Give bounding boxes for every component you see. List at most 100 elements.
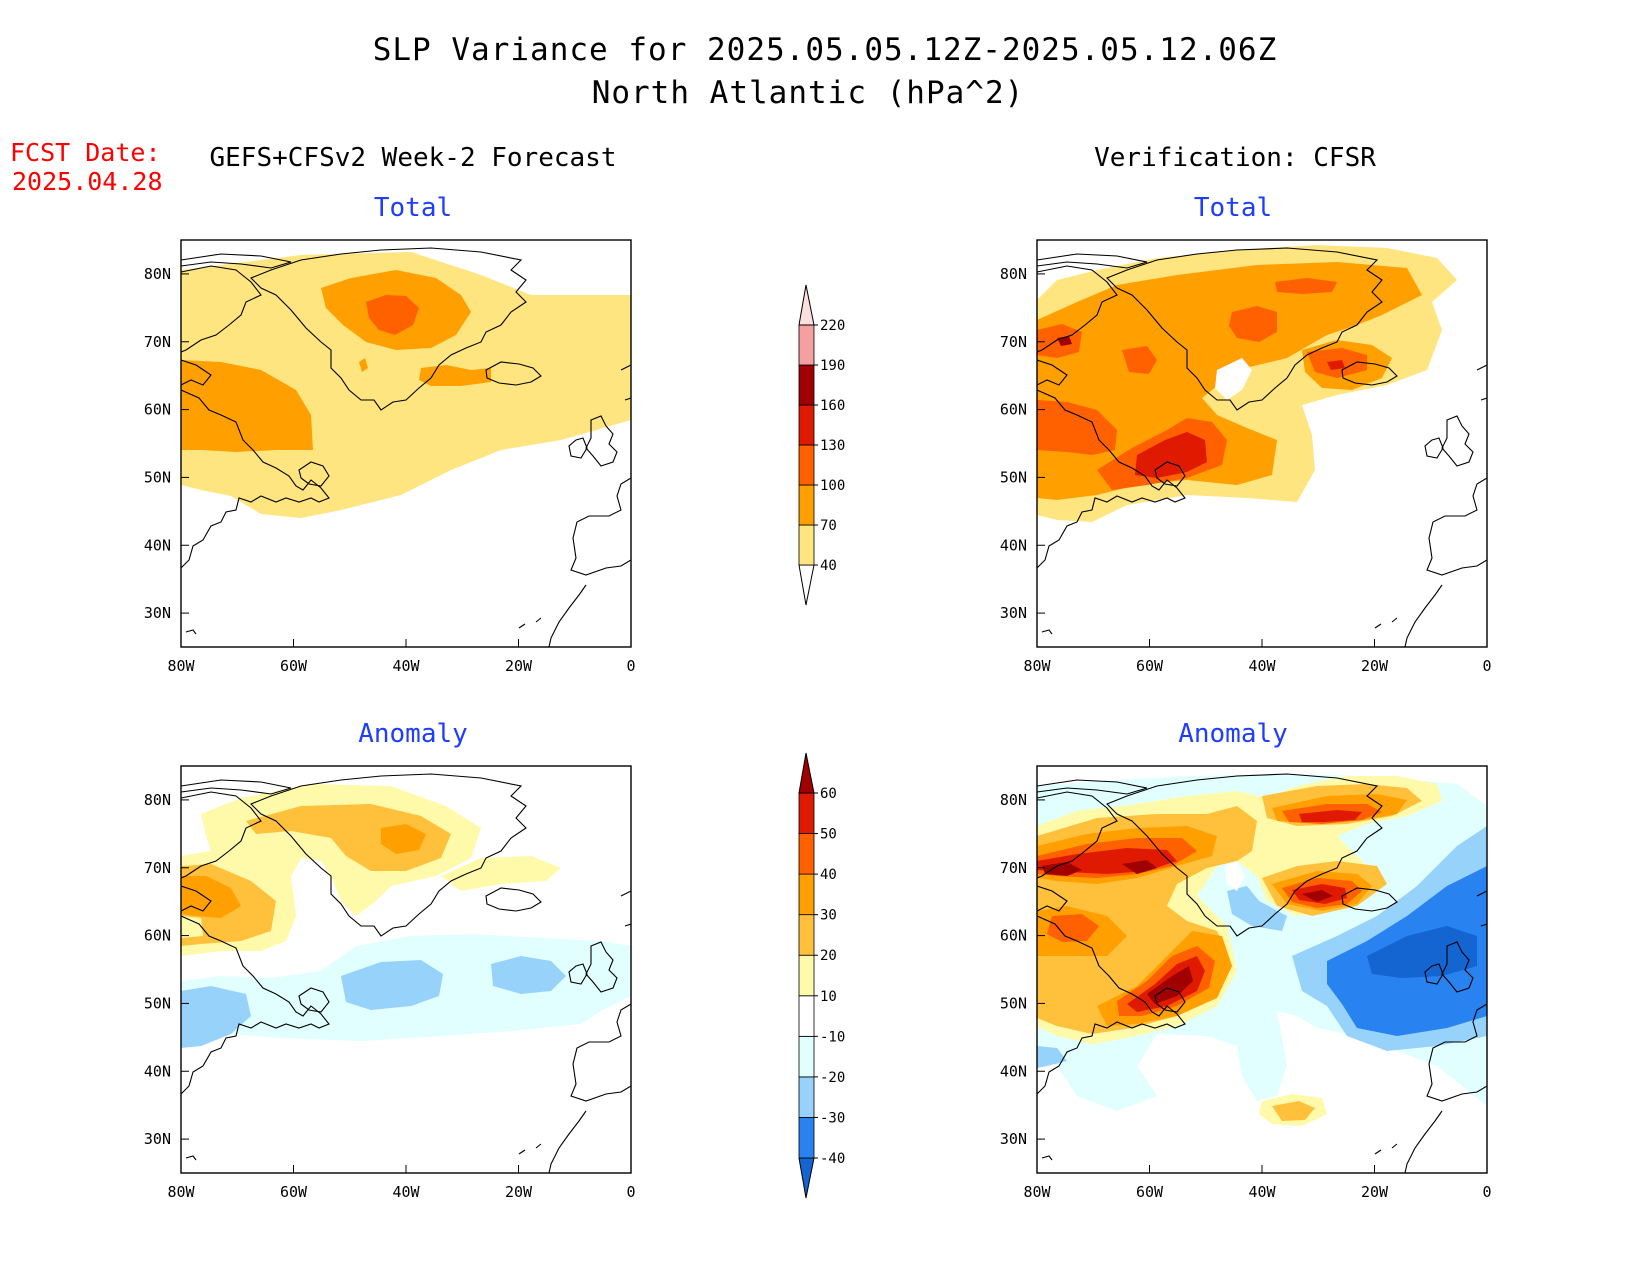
colorbar-total-swatch [798, 324, 815, 366]
lon-tick-label: 20W [505, 1183, 533, 1201]
map-panel-cfsr-anomaly [1036, 765, 1488, 1174]
colorbar-total-swatch [798, 364, 815, 406]
shade-70-100 [359, 358, 368, 372]
shade-neg-20-30 [1037, 1046, 1067, 1068]
shade-pos-60 [1042, 862, 1082, 876]
lat-tick-label: 50N [144, 468, 171, 486]
shade-neg-20-30 [1227, 886, 1287, 931]
shade-pos-10-20 [181, 916, 203, 938]
shade-100-130 [1229, 306, 1277, 342]
fcst-date-value: 2025.04.28 [12, 167, 163, 196]
shade-pos-60 [1147, 966, 1193, 1004]
lat-tick-label: 80N [1000, 265, 1027, 283]
colorbar-total-label: 160 [820, 398, 845, 414]
lat-tick-label: 80N [144, 265, 171, 283]
lat-tick-label: 30N [144, 1130, 171, 1148]
colorbar-total-label: 70 [820, 518, 837, 534]
lat-tick-label: 70N [144, 333, 171, 351]
lat-tick-label: 40N [144, 536, 171, 554]
colorbar-anomaly: -40 -30 -20 -10 10 20 30 40 50 60 [798, 752, 845, 1199]
lon-tick-label: 40W [1248, 657, 1276, 675]
colorbar-total-tail-high [798, 284, 815, 326]
shade-pos-20-30 [246, 804, 451, 871]
lat-tick-label: 60N [1000, 927, 1027, 945]
white-gap [1225, 861, 1245, 891]
colorbar-anomaly-label: -40 [820, 1151, 845, 1167]
lat-tick-label: 50N [144, 994, 171, 1012]
colorbar-anomaly-swatch [798, 1076, 815, 1118]
shade-100-130 [1037, 400, 1117, 455]
lon-tick-label: 0 [626, 1183, 635, 1201]
lat-tick-label: 50N [1000, 994, 1027, 1012]
lon-tick-label: 20W [1361, 1183, 1389, 1201]
lat-tick-label: 80N [144, 791, 171, 809]
colorbar-anomaly-swatch [798, 914, 815, 956]
lon-tick-label: 60W [1136, 1183, 1164, 1201]
lat-tick-label: 40N [1000, 1062, 1027, 1080]
colorbar-anomaly-swatch [798, 1035, 815, 1078]
panel-label-cfsr-anomaly: Anomaly [1178, 719, 1288, 749]
colorbar-total-label: 190 [820, 358, 845, 374]
colorbar-total-label: 100 [820, 478, 845, 494]
lon-tick-label: 60W [1136, 657, 1164, 675]
verification-header: Verification: CFSR [1094, 143, 1376, 173]
colorbar-anomaly-swatch [798, 995, 815, 1037]
lon-tick-label: 20W [1361, 657, 1389, 675]
panel-label-fcst-total: Total [374, 193, 452, 223]
shade-70-100 [181, 360, 313, 452]
colorbar-anomaly-label: -10 [820, 1029, 845, 1045]
map-panel-fcst-total [180, 239, 632, 648]
shade-130-160 [1135, 432, 1207, 478]
colorbar-anomaly-label: -30 [820, 1110, 845, 1126]
shade-100-130 [1122, 346, 1157, 374]
colorbar-total-tail-low [798, 564, 815, 606]
figure-subtitle: North Atlantic (hPa^2) [592, 75, 1025, 111]
colorbar-anomaly-label: 30 [820, 908, 837, 924]
colorbar-anomaly-tail-high [798, 752, 815, 794]
colorbar-anomaly-label: 10 [820, 989, 837, 1005]
colorbar-anomaly-swatch [798, 1117, 815, 1159]
map-panel-cfsr-total [1036, 239, 1488, 648]
lon-tick-label: 80W [167, 657, 195, 675]
lat-tick-label: 30N [144, 604, 171, 622]
shade-pos-60 [1302, 890, 1333, 902]
lon-tick-label: 80W [167, 1183, 195, 1201]
lon-tick-label: 0 [626, 657, 635, 675]
colorbar-anomaly-label: 50 [820, 827, 837, 843]
figure-title: SLP Variance for 2025.05.05.12Z-2025.05.… [373, 32, 1278, 68]
forecast-header: GEFS+CFSv2 Week-2 Forecast [210, 143, 617, 173]
map-panel-fcst-anomaly [180, 765, 632, 1174]
lat-tick-label: 50N [1000, 468, 1027, 486]
shade-40-70 [181, 252, 631, 518]
colorbar-total-swatch [798, 484, 815, 526]
panel-label-fcst-anomaly: Anomaly [358, 719, 468, 749]
panel-label-cfsr-total: Total [1194, 193, 1272, 223]
colorbar-total-label: 40 [820, 558, 837, 574]
lat-tick-label: 70N [1000, 859, 1027, 877]
lat-tick-label: 70N [1000, 333, 1027, 351]
shade-pos-10-20 [441, 856, 561, 891]
shade-100-130 [1275, 278, 1337, 294]
lat-tick-label: 40N [144, 1062, 171, 1080]
axis-ticks: 80W 60W 40W 20W 0 80N 70N 60N 50N 40N 30N 80W 60W 40W… [144, 265, 1492, 1201]
lon-tick-label: 0 [1482, 657, 1491, 675]
lon-tick-label: 20W [505, 657, 533, 675]
shade-neg-20-30 [181, 986, 251, 1048]
colorbar-anomaly-label: 60 [820, 786, 837, 802]
shade-pos-50-60 [1299, 810, 1362, 822]
colorbar-anomaly-swatch [798, 873, 815, 916]
colorbar-anomaly-label: -20 [820, 1070, 845, 1086]
colorbar-total-label: 130 [820, 438, 845, 454]
colorbar-anomaly-swatch [798, 833, 815, 875]
lat-tick-label: 80N [1000, 791, 1027, 809]
lon-tick-label: 40W [392, 657, 420, 675]
fcst-date-label: FCST Date: [10, 138, 161, 167]
shade-neg-20-30 [491, 956, 566, 994]
colorbar-anomaly-swatch [798, 954, 815, 997]
lon-tick-label: 0 [1482, 1183, 1491, 1201]
shade-pos-40-50 [1047, 914, 1099, 942]
lon-tick-label: 40W [392, 1183, 420, 1201]
colorbar-total-label: 220 [820, 318, 845, 334]
shade-neg-20-30 [341, 960, 443, 1010]
